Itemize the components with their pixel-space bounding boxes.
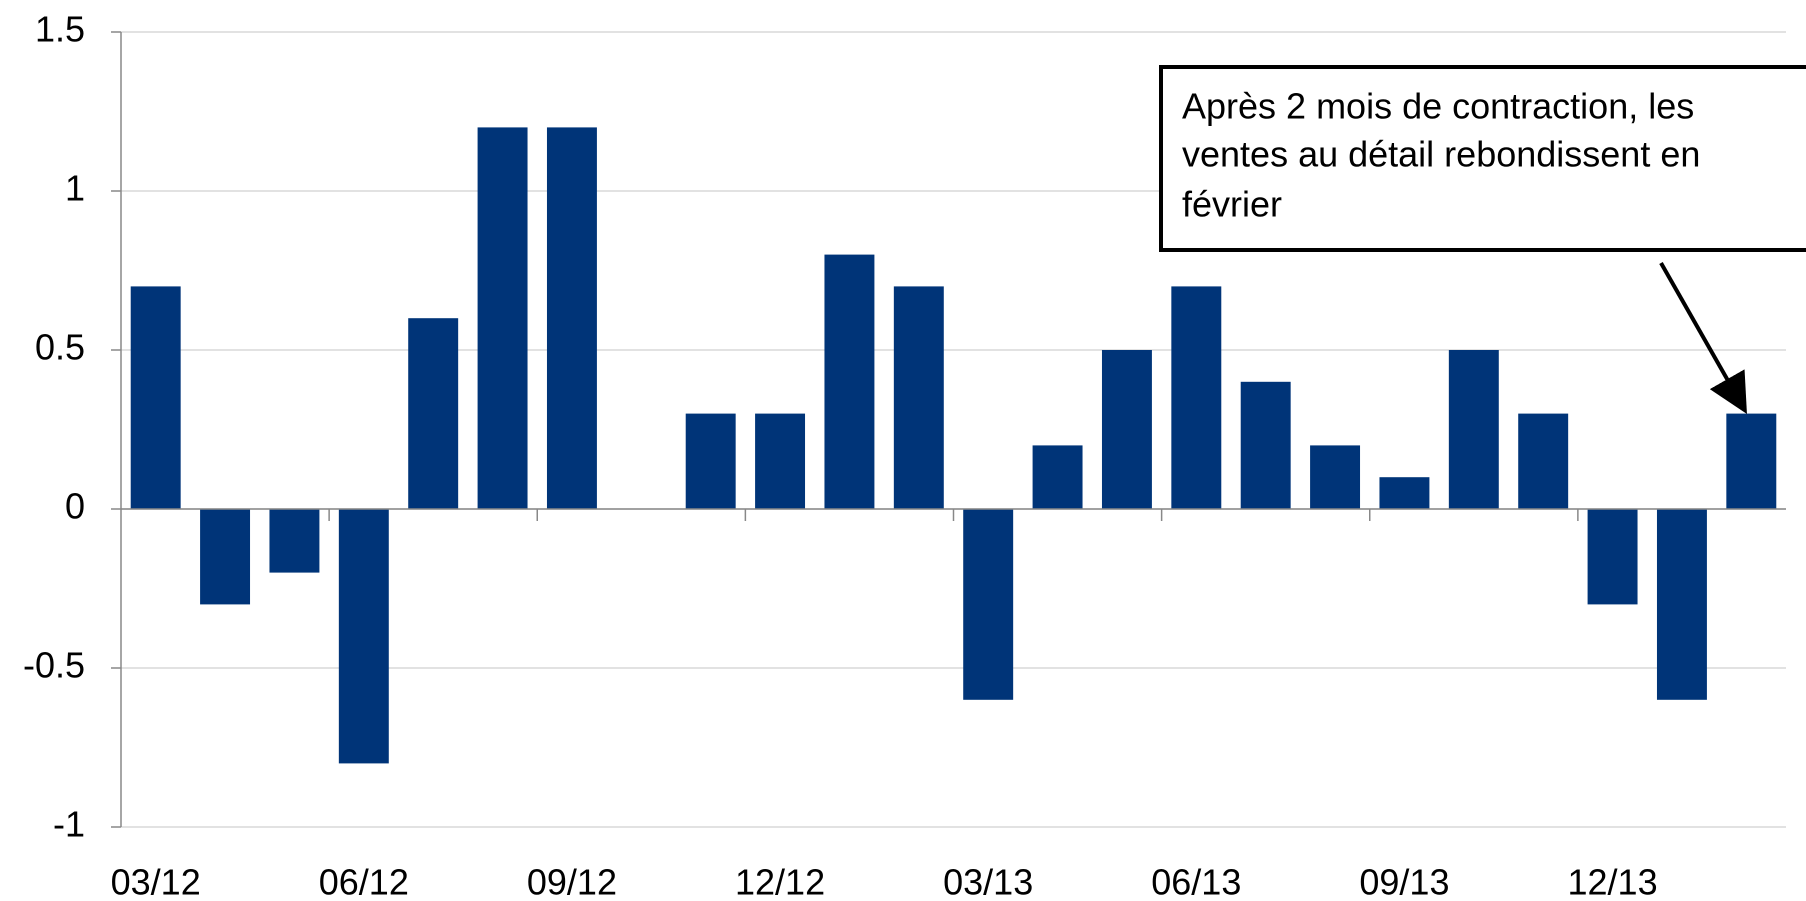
bar: [408, 318, 459, 509]
annotation-text: février: [1182, 184, 1282, 225]
bar: [1310, 445, 1361, 509]
bar: [477, 127, 528, 510]
annotation-text: Après 2 mois de contraction, les: [1182, 86, 1694, 127]
bar: [546, 127, 597, 510]
bar: [1448, 350, 1499, 509]
y-tick-label: 0.5: [35, 327, 85, 368]
bar: [1726, 413, 1777, 509]
annotation-box: [1159, 65, 1806, 252]
x-tick-label: 09/12: [527, 862, 617, 901]
y-tick-label: 1.5: [35, 9, 85, 50]
bar: [130, 286, 181, 509]
bar: [893, 286, 944, 509]
bar: [824, 254, 875, 509]
bar: [1379, 477, 1430, 509]
bar: [1518, 413, 1569, 509]
y-tick-label: 1: [65, 168, 85, 209]
x-tick-label: 03/12: [111, 862, 201, 901]
bar: [1240, 381, 1291, 509]
bar: [963, 509, 1014, 700]
bar: [1101, 350, 1152, 509]
y-tick-label: -1: [53, 804, 85, 845]
bar: [269, 509, 320, 573]
bar: [200, 509, 251, 605]
annotation-arrow: [1659, 262, 1747, 414]
x-tick-label: 03/13: [943, 862, 1033, 901]
x-tick-label: 12/12: [735, 862, 825, 901]
y-tick-label: 0: [65, 486, 85, 527]
bar: [1032, 445, 1083, 509]
bar: [685, 413, 736, 509]
x-tick-label: 12/13: [1568, 862, 1658, 901]
bar: [1656, 509, 1707, 700]
annotation-text: ventes au détail rebondissent en: [1182, 134, 1700, 175]
bar: [1587, 509, 1638, 605]
x-tick-label: 06/12: [319, 862, 409, 901]
bar: [1171, 286, 1222, 509]
x-tick-label: 06/13: [1151, 862, 1241, 901]
bar: [338, 509, 389, 764]
x-tick-label: 09/13: [1359, 862, 1449, 901]
y-tick-label: -0.5: [23, 645, 85, 686]
bar: [755, 413, 806, 509]
